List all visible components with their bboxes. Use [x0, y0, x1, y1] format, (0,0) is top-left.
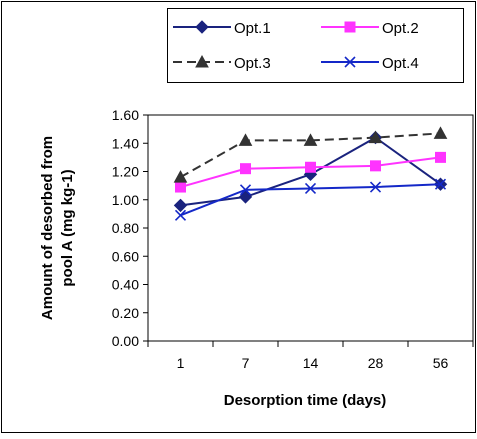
series-line: [180, 132, 441, 179]
series-opt3: [173, 126, 448, 183]
data-point: [173, 170, 188, 183]
y-axis-title: Amount of desorbed from pool A (mg kg-1): [39, 136, 76, 320]
plot-area: [147, 114, 474, 342]
y-tick-label: 0.20: [112, 305, 139, 321]
y-tick-label: 0.00: [112, 333, 139, 349]
legend-item: Opt.3: [173, 54, 271, 72]
series-opt4: [174, 178, 447, 221]
y-tick-label: 1.20: [112, 164, 139, 180]
data-point: [303, 133, 318, 146]
legend-item: Opt.1: [173, 20, 271, 37]
data-point: [305, 161, 316, 173]
data-point: [240, 163, 251, 175]
x-tick-label: 56: [433, 355, 449, 371]
legend-item: Opt.4: [321, 55, 419, 72]
y-tick-label: 1.60: [112, 107, 139, 123]
data-point: [368, 130, 383, 144]
data-point: [174, 209, 187, 221]
y-tick-label: 0.80: [112, 220, 139, 236]
y-axis-title-line-1: Amount of desorbed from: [39, 136, 56, 320]
axes: 0.00 0.20 0.40 0.60 0.80 1.00 1.20 1.40 1.60 1 7 14…: [112, 107, 474, 371]
data-point: [434, 178, 447, 190]
legend-marker: [195, 20, 209, 34]
data-point: [238, 133, 253, 146]
y-tick-label: 1.40: [112, 135, 139, 151]
x-axis-title: Desorption time (days): [224, 392, 387, 409]
x-tick-label: 14: [303, 355, 319, 371]
data-point: [435, 151, 446, 163]
legend-label: Opt.4: [382, 55, 419, 72]
y-axis-title-line-2: pool A (mg kg-1): [59, 169, 76, 286]
legend-label: Opt.2: [382, 20, 419, 37]
data-point: [433, 126, 448, 139]
data-point: [369, 181, 382, 193]
plot-area-frame: [147, 114, 474, 342]
legend-item: Opt.2: [321, 20, 419, 37]
x-tick-label: 28: [368, 355, 384, 371]
data-point: [175, 181, 186, 193]
data-point: [173, 198, 188, 213]
x-tick-label: 7: [242, 355, 250, 371]
legend-marker: [195, 54, 209, 68]
series-opt2: [175, 151, 446, 193]
series-opt1: [173, 130, 448, 213]
y-tick-label: 1.00: [112, 192, 139, 208]
data-point: [370, 160, 381, 172]
data-point: [239, 184, 252, 196]
data-point: [304, 182, 317, 195]
legend: Opt.1 Opt.2 Opt.3 Opt.4: [167, 8, 464, 83]
legend-box: [167, 8, 464, 83]
series-layer: [173, 126, 448, 221]
x-tick-label: 1: [177, 355, 185, 371]
legend-marker: [344, 56, 356, 68]
y-tick-label: 0.60: [112, 248, 139, 264]
y-tick-label: 0.40: [112, 277, 139, 293]
legend-label: Opt.1: [234, 20, 271, 37]
legend-marker: [344, 21, 356, 33]
legend-label: Opt.3: [234, 55, 271, 72]
